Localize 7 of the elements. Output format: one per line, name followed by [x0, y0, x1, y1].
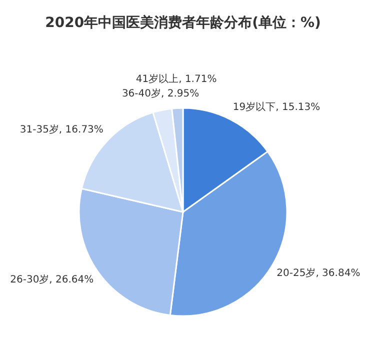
- slice-label: 41岁以上, 1.71%: [136, 73, 217, 86]
- chart-title: 2020年中国医美消费者年龄分布(单位：%): [45, 14, 321, 31]
- slice-label: 26-30岁, 26.64%: [10, 273, 94, 286]
- slice-label: 20-25岁, 36.84%: [276, 266, 360, 279]
- slice-label: 19岁以下, 15.13%: [232, 101, 320, 114]
- slice-label: 31-35岁, 16.73%: [20, 124, 104, 136]
- slice-label: 36-40岁, 2.95%: [122, 87, 200, 100]
